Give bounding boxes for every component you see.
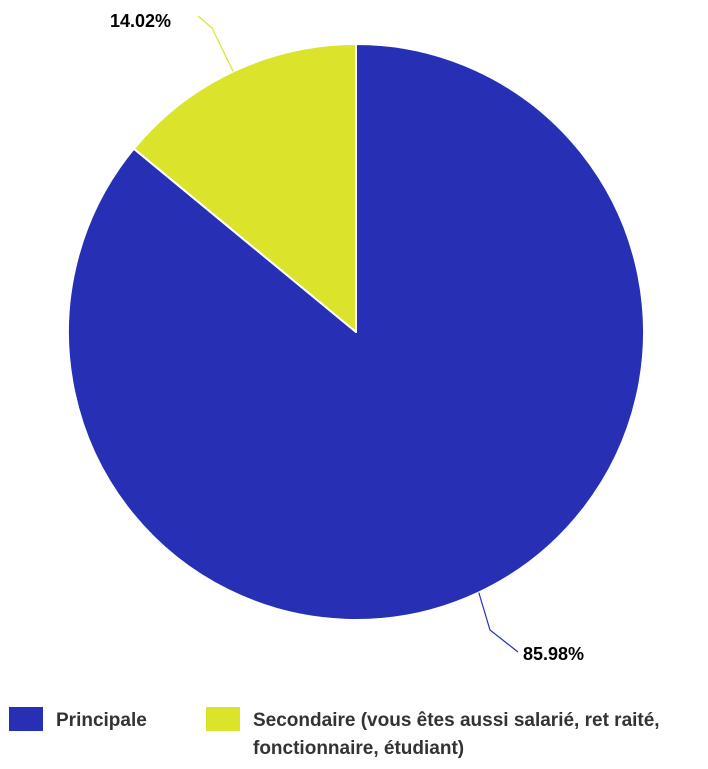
data-label-connector-1 [197, 15, 234, 72]
legend-swatch-secondaire [206, 707, 240, 731]
pie-slice-1[interactable] [132, 43, 357, 333]
legend-swatch-principale [9, 707, 43, 731]
legend: Principale Secondaire (vous êtes aussi s… [0, 700, 708, 769]
data-label-0: 85.98% [523, 644, 584, 664]
data-label-connector-0 [478, 592, 519, 653]
legend-label-secondaire: Secondaire (vous êtes aussi salarié, ret… [253, 710, 660, 759]
pie-labels: 85.98% 14.02% [110, 11, 584, 664]
pie-svg: 85.98% 14.02% [67, 11, 645, 664]
pie-slices [67, 43, 645, 621]
legend-label-principale: Principale [56, 710, 147, 731]
pie-slice-0[interactable] [67, 43, 645, 621]
legend-item-secondaire[interactable]: Secondaire (vous êtes aussi salarié, ret… [206, 707, 708, 763]
legend-item-principale[interactable]: Principale [9, 707, 147, 735]
data-label-1: 14.02% [110, 11, 171, 31]
